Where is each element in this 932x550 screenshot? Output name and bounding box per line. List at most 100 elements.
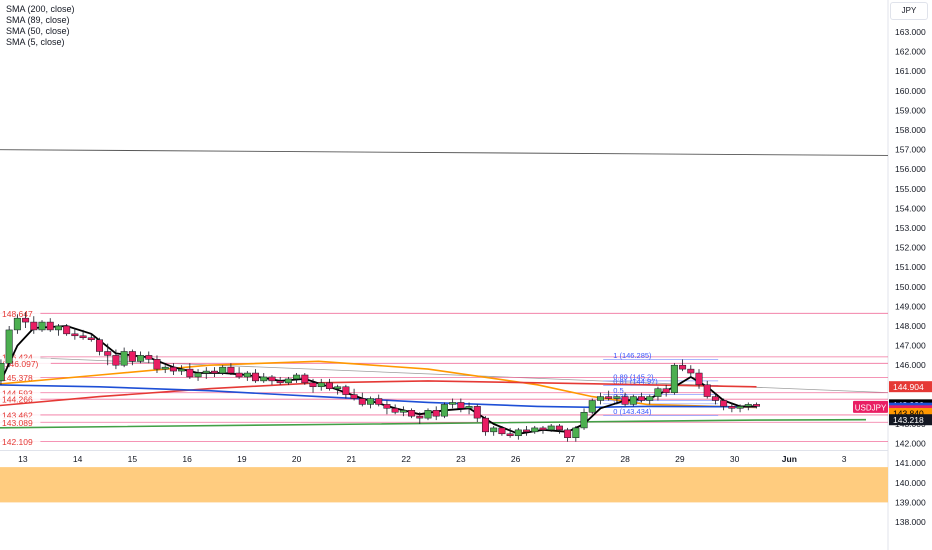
y-tick-label: 146.000 <box>895 360 926 370</box>
sma200-line <box>0 418 867 429</box>
level-label-bg <box>0 417 41 428</box>
candle-body <box>514 429 522 437</box>
candle-body <box>317 382 325 388</box>
y-tick-label: 162.000 <box>895 47 926 57</box>
candle-body <box>753 404 760 407</box>
candle-body <box>178 368 186 372</box>
candle-body <box>284 378 292 384</box>
candle-body <box>572 427 580 438</box>
candle-body <box>432 410 440 417</box>
trend-line <box>22 356 889 394</box>
y-tick-label: 149.000 <box>895 301 926 311</box>
trend-line <box>0 149 889 156</box>
sma50-line <box>0 384 757 409</box>
candle-body <box>621 396 629 405</box>
candle-body <box>128 351 136 362</box>
legend-sma50[interactable]: SMA (50, close) <box>6 26 70 36</box>
candle-body <box>457 402 465 409</box>
candle-body <box>161 366 169 370</box>
demand-zone <box>0 467 888 503</box>
level-label: 144.266 <box>2 395 33 405</box>
y-tick-label: 163.000 <box>895 27 926 37</box>
level-label: 143.462 <box>2 410 33 420</box>
x-tick-label: 29 <box>675 454 685 464</box>
x-tick-label: 19 <box>237 454 247 464</box>
y-tick-label: 160.000 <box>895 86 926 96</box>
candle-body <box>481 417 489 433</box>
x-tick-label: 16 <box>182 454 192 464</box>
candle-body <box>580 411 588 429</box>
legend-sma5[interactable]: SMA (5, close) <box>6 37 65 47</box>
fib-level-label: 0 (143.434) <box>613 407 652 416</box>
candle-body <box>679 364 687 370</box>
candle-body <box>219 366 227 374</box>
level-label: 146.424 <box>2 352 33 362</box>
candle-body <box>293 374 301 380</box>
candle-body <box>399 410 407 413</box>
price-tag-label: 144.904 <box>893 382 924 392</box>
level-label-bg <box>0 358 51 369</box>
candle-body <box>325 382 333 389</box>
orange-ma-line <box>0 360 757 409</box>
currency-selector[interactable]: JPY <box>890 2 928 20</box>
candle-body <box>711 396 719 401</box>
candle-body <box>424 410 432 419</box>
price-tag-label: 143.218 <box>893 415 924 425</box>
candle-body <box>350 394 358 399</box>
y-tick-label: 141.000 <box>895 458 926 468</box>
candle-body <box>547 425 555 431</box>
candle-body <box>30 321 38 331</box>
candle-body <box>358 398 366 405</box>
x-tick-label: 23 <box>456 454 466 464</box>
level-label: 142.109 <box>2 437 33 447</box>
price-tag-label: 143.840 <box>893 409 924 419</box>
y-tick-label: 161.000 <box>895 66 926 76</box>
candle-body <box>334 386 342 389</box>
candle-body <box>268 376 276 382</box>
candle-body <box>465 406 473 409</box>
candle-body <box>104 351 112 356</box>
x-tick-label: 13 <box>18 454 28 464</box>
candle-body <box>87 337 95 340</box>
candle-body <box>506 433 514 437</box>
candle-body <box>210 370 218 374</box>
legend-sma200[interactable]: SMA (200, close) <box>6 4 75 14</box>
candle-body <box>720 400 728 407</box>
candle-body <box>490 427 498 433</box>
x-tick-label: 20 <box>292 454 302 464</box>
candle-body <box>391 408 399 413</box>
candle-body <box>194 372 202 378</box>
candle-body <box>629 396 637 405</box>
level-label: 144.593 <box>2 388 33 398</box>
level-label-bg <box>0 436 41 447</box>
candle-body <box>449 402 457 405</box>
x-tick-label: 30 <box>730 454 740 464</box>
candle-body <box>13 317 21 331</box>
candle-body <box>301 374 309 384</box>
fib-level-label: 1 (146.285) <box>613 351 652 360</box>
y-tick-label: 153.000 <box>895 223 926 233</box>
x-tick-label: Jun <box>782 454 797 464</box>
candle-body <box>654 388 662 397</box>
candle-body <box>564 429 572 438</box>
y-tick-label: 152.000 <box>895 243 926 253</box>
candle-body <box>342 386 350 395</box>
price-tag-bg <box>889 414 932 426</box>
candle-body <box>46 321 54 331</box>
candle-body <box>79 335 87 339</box>
fib-level-label: 0.89 (145.2) <box>613 372 654 381</box>
candle-body <box>408 410 416 417</box>
candle-body <box>260 376 268 382</box>
candle-body <box>186 368 194 378</box>
candle-body <box>96 339 103 352</box>
y-tick-label: 139.000 <box>895 497 926 507</box>
candle-body <box>22 317 30 323</box>
candle-body <box>670 364 678 393</box>
moving-averages <box>0 325 867 435</box>
candle-body <box>695 372 703 386</box>
legend-sma89[interactable]: SMA (89, close) <box>6 15 70 25</box>
level-label-bg <box>0 394 41 405</box>
fib-level-label: 0.5 <box>613 386 623 395</box>
level-label: 148.647 <box>2 309 33 319</box>
